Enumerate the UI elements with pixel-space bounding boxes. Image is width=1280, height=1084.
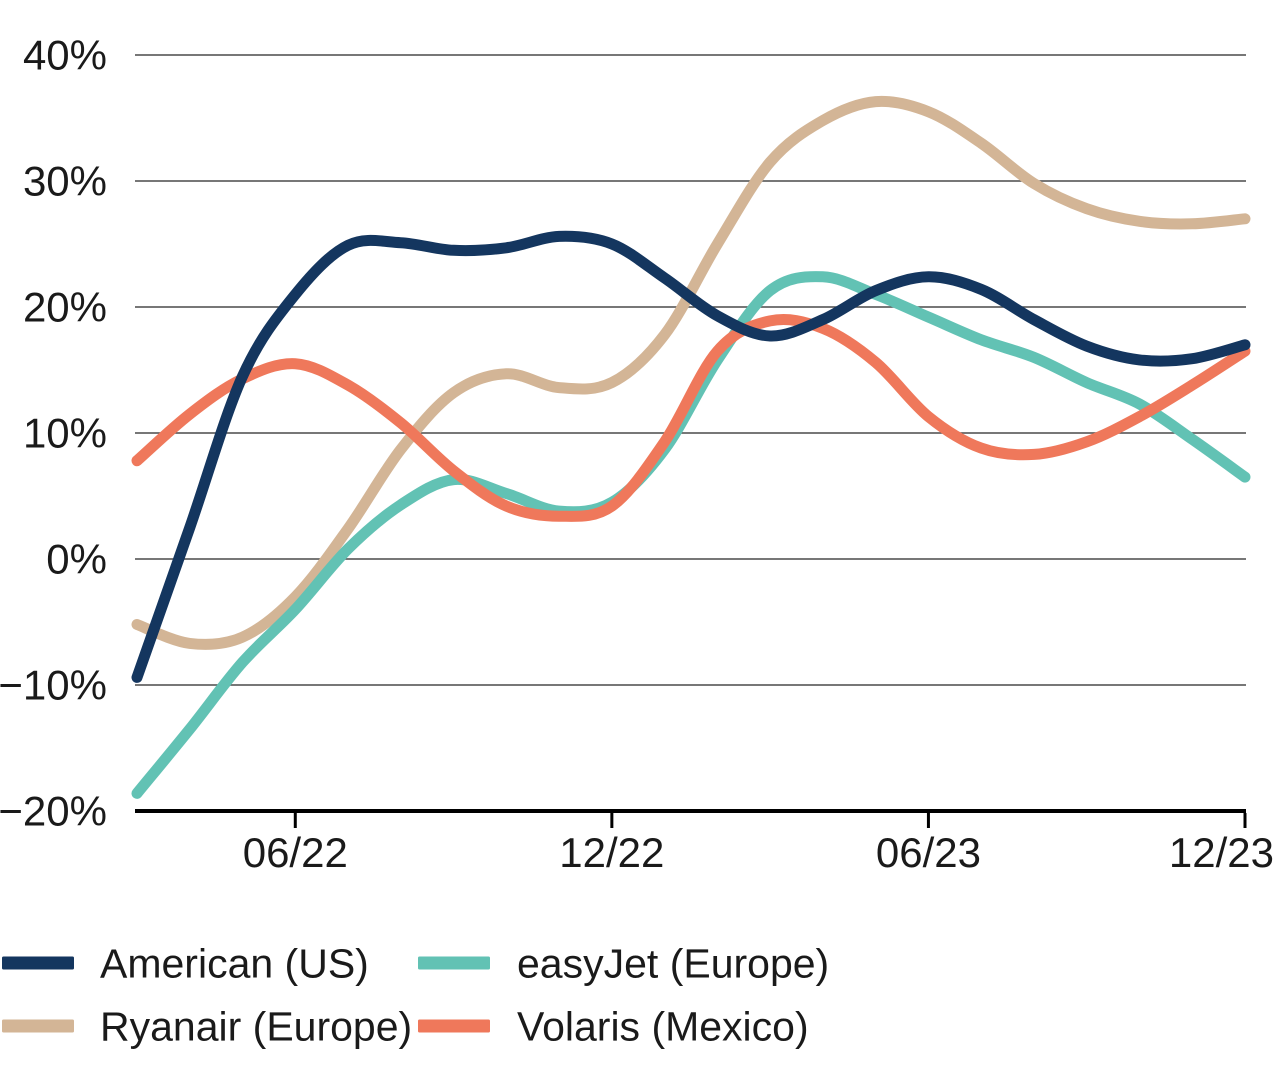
legend-item-ryanair-europe: Ryanair (Europe) — [2, 1003, 412, 1049]
legend-item-american-us: American (US) — [2, 940, 369, 986]
y-tick-label-10: 10% — [23, 410, 107, 457]
legend-item-volaris-mexico: Volaris (Mexico) — [418, 1003, 809, 1049]
y-axis-labels: 40% 30% 20% 10% 0% −10% −20% — [0, 32, 107, 835]
legend-label-easyjet-europe: easyJet (Europe) — [517, 940, 829, 986]
legend-label-ryanair-europe: Ryanair (Europe) — [100, 1003, 412, 1049]
y-tick-label--10: −10% — [0, 662, 107, 709]
gridlines — [135, 54, 1246, 813]
x-tick-label-06-22: 06/22 — [243, 829, 348, 876]
legend: American (US) Ryanair (Europe) easyJet (Eu… — [2, 940, 829, 1049]
legend-swatch-ryanair-europe — [2, 1019, 74, 1033]
legend-swatch-easyjet-europe — [418, 956, 490, 970]
y-tick-label--20: −20% — [0, 788, 107, 835]
y-tick-label-40: 40% — [23, 32, 107, 79]
series-line-american-us — [131, 230, 1251, 683]
legend-swatch-american-us — [2, 956, 74, 970]
series-line-ryanair-europe — [131, 95, 1251, 650]
x-axis: 06/22 12/22 06/23 12/23 — [243, 813, 1274, 876]
legend-label-american-us: American (US) — [100, 940, 369, 986]
y-tick-label-20: 20% — [23, 284, 107, 331]
series-line-easyjet-europe — [131, 271, 1251, 799]
y-tick-label-30: 30% — [23, 158, 107, 205]
x-tick-label-06-23: 06/23 — [876, 829, 981, 876]
y-tick-label-0: 0% — [46, 536, 107, 583]
x-tick-label-12-22: 12/22 — [559, 829, 664, 876]
x-tick-label-12-23: 12/23 — [1169, 829, 1274, 876]
series-line-volaris-mexico — [131, 314, 1251, 522]
series-lines — [131, 95, 1251, 799]
legend-item-easyjet-europe: easyJet (Europe) — [418, 940, 829, 986]
legend-swatch-volaris-mexico — [418, 1019, 490, 1033]
legend-label-volaris-mexico: Volaris (Mexico) — [517, 1003, 809, 1049]
